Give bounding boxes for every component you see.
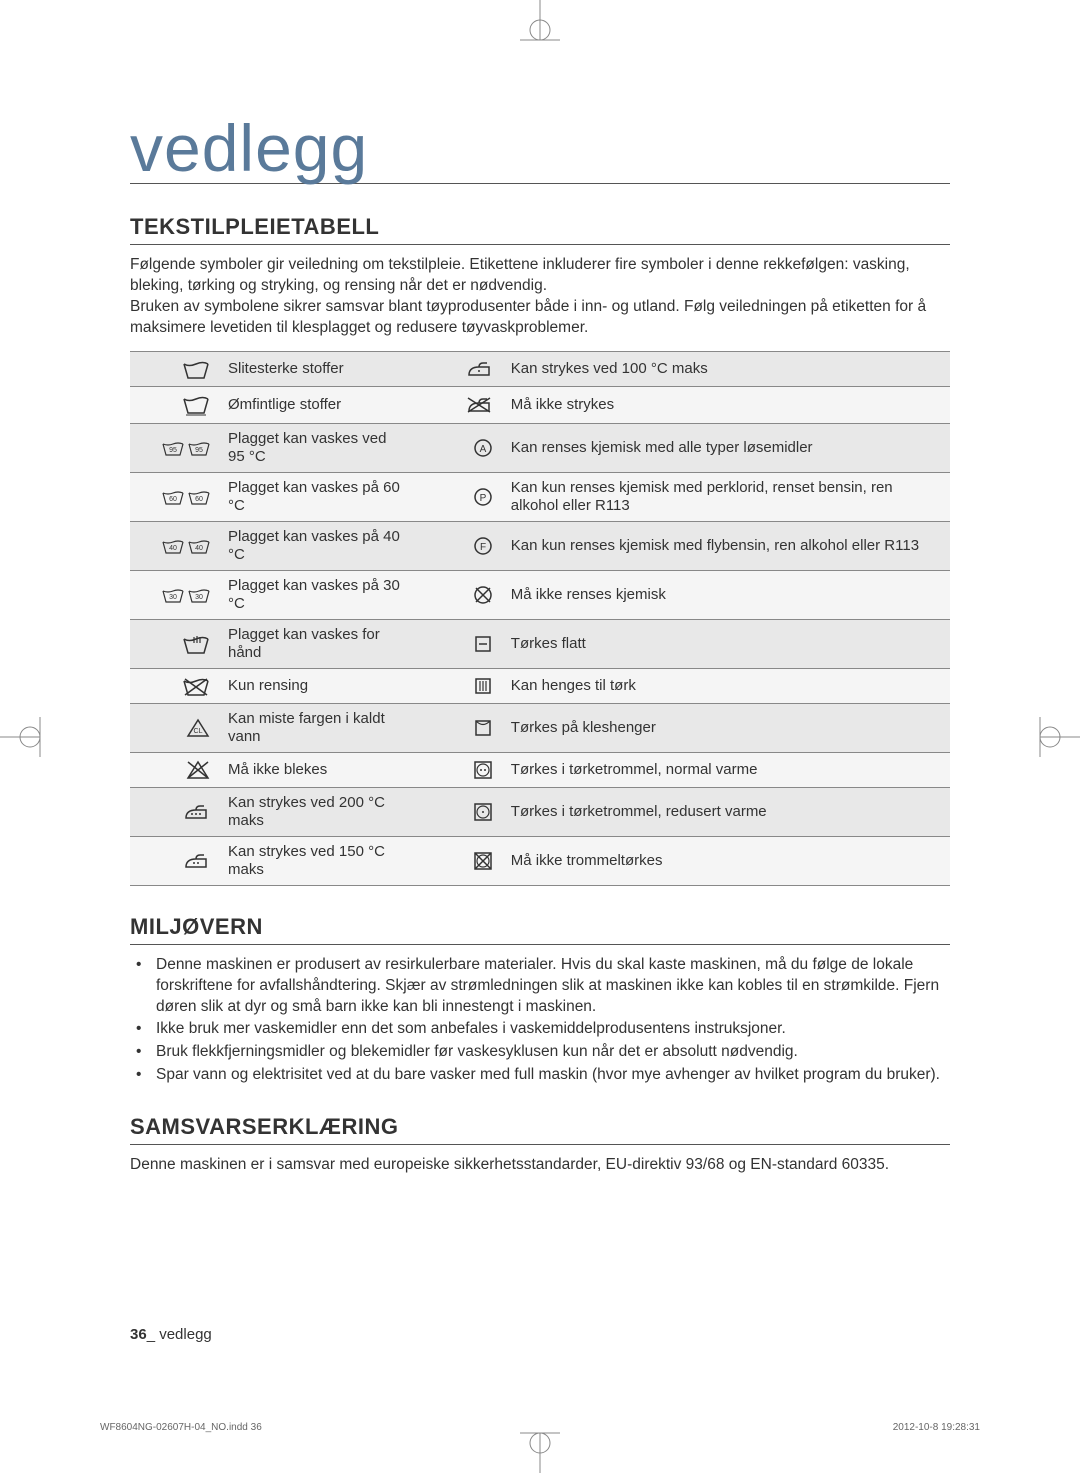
table-cell-left: Plagget kan vaskes på 40 °C	[220, 521, 413, 570]
print-meta-file: WF8604NG-02607H-04_NO.indd 36	[100, 1422, 262, 1433]
table-cell-left: Kan strykes ved 150 °C maks	[220, 836, 413, 885]
table-cell-left: Ømfintlige stoffer	[220, 386, 413, 423]
crop-mark-left	[0, 707, 50, 767]
no-wash-icon	[130, 668, 220, 703]
table-row: Kan strykes ved 150 °C maks Må ikke tromm…	[130, 836, 950, 885]
section3-para: Denne maskinen er i samsvar med europeis…	[130, 1155, 950, 1176]
wash-30-icon: 30 30	[130, 570, 220, 619]
crop-mark-right	[1030, 707, 1080, 767]
section-heading-1: TEKSTILPLEIETABELL	[130, 214, 950, 245]
table-cell-right: Tørkes på kleshenger	[503, 703, 950, 752]
dry-flat-icon	[413, 619, 503, 668]
no-dryclean-icon	[413, 570, 503, 619]
table-row: Kun rensing Kan henges til tørk	[130, 668, 950, 703]
svg-text:95: 95	[195, 447, 203, 454]
table-row: 30 30Plagget kan vaskes på 30 °CMå ikke …	[130, 570, 950, 619]
table-row: CL Kan miste fargen i kaldt vann Tørkes på…	[130, 703, 950, 752]
svg-text:F: F	[480, 542, 486, 553]
wash-durable-icon	[130, 351, 220, 386]
crop-mark-bottom	[510, 1423, 570, 1473]
table-cell-left: Må ikke blekes	[220, 752, 413, 787]
table-row: Må ikke blekes Tørkes i tørketrommel, nor…	[130, 752, 950, 787]
circle-a-icon: A	[413, 423, 503, 472]
hand-wash-icon	[130, 619, 220, 668]
table-cell-right: Kan kun renses kjemisk med perklorid, re…	[503, 472, 950, 521]
table-cell-left: Plagget kan vaskes for hånd	[220, 619, 413, 668]
section-heading-3: SAMSVARSERKLÆRING	[130, 1114, 950, 1145]
svg-text:P: P	[479, 493, 486, 504]
page-title: vedlegg	[130, 115, 950, 181]
svg-text:40: 40	[169, 545, 177, 552]
table-cell-left: Plagget kan vaskes på 60 °C	[220, 472, 413, 521]
table-cell-right: Kan henges til tørk	[503, 668, 950, 703]
print-meta-time: 2012-10-8 19:28:31	[893, 1422, 980, 1433]
table-cell-right: Tørkes flatt	[503, 619, 950, 668]
svg-text:60: 60	[169, 496, 177, 503]
table-cell-left: Kan miste fargen i kaldt vann	[220, 703, 413, 752]
wash-60-icon: 60 60	[130, 472, 220, 521]
table-row: Plagget kan vaskes for hånd Tørkes flatt	[130, 619, 950, 668]
page-number: 36	[130, 1326, 147, 1343]
table-cell-left: Kan strykes ved 200 °C maks	[220, 787, 413, 836]
table-cell-right: Må ikke trommeltørkes	[503, 836, 950, 885]
env-item: Denne maskinen er produsert av resirkule…	[130, 955, 950, 1018]
page-footer: 36_ vedlegg	[130, 1326, 212, 1343]
table-row: Ømfintlige stoffer Må ikke strykes	[130, 386, 950, 423]
page-content: vedlegg TEKSTILPLEIETABELL Følgende symb…	[130, 115, 950, 1176]
table-cell-right: Kan strykes ved 100 °C maks	[503, 351, 950, 386]
fabric-care-table: Slitesterke stoffer Kan strykes ved 100 °…	[130, 351, 950, 886]
iron-1-icon	[413, 351, 503, 386]
no-tumble-icon	[413, 836, 503, 885]
circle-p-icon: P	[413, 472, 503, 521]
wash-delicate-icon	[130, 386, 220, 423]
svg-text:CL: CL	[194, 728, 203, 735]
iron-2-icon	[130, 836, 220, 885]
iron-3-icon	[130, 787, 220, 836]
svg-text:A: A	[479, 444, 486, 455]
footer-label: vedlegg	[159, 1326, 212, 1343]
table-cell-left: Slitesterke stoffer	[220, 351, 413, 386]
dry-hanger-icon	[413, 703, 503, 752]
table-cell-left: Kun rensing	[220, 668, 413, 703]
table-cell-right: Må ikke renses kjemisk	[503, 570, 950, 619]
table-cell-right: Kan renses kjemisk med alle typer løsemi…	[503, 423, 950, 472]
table-cell-left: Plagget kan vaskes ved 95 °C	[220, 423, 413, 472]
svg-text:95: 95	[169, 447, 177, 454]
wash-95-icon: 95 95	[130, 423, 220, 472]
svg-text:40: 40	[195, 545, 203, 552]
table-row: 60 60Plagget kan vaskes på 60 °CPKan kun…	[130, 472, 950, 521]
title-wrap: vedlegg	[130, 115, 950, 184]
dry-hang-icon	[413, 668, 503, 703]
wash-40-icon: 40 40	[130, 521, 220, 570]
crop-mark-top	[510, 0, 570, 50]
table-cell-right: Kan kun renses kjemisk med flybensin, re…	[503, 521, 950, 570]
env-item: Ikke bruk mer vaskemidler enn det som an…	[130, 1019, 950, 1040]
table-row: Slitesterke stoffer Kan strykes ved 100 °…	[130, 351, 950, 386]
table-cell-right: Tørkes i tørketrommel, redusert varme	[503, 787, 950, 836]
table-row: 95 95Plagget kan vaskes ved 95 °CAKan re…	[130, 423, 950, 472]
circle-f-icon: F	[413, 521, 503, 570]
table-cell-right: Må ikke strykes	[503, 386, 950, 423]
env-item: Spar vann og elektrisitet ved at du bare…	[130, 1065, 950, 1086]
table-row: Kan strykes ved 200 °C maks Tørkes i tørk…	[130, 787, 950, 836]
table-cell-right: Tørkes i tørketrommel, normal varme	[503, 752, 950, 787]
section1-para1: Følgende symboler gir veiledning om teks…	[130, 255, 950, 297]
tumble-normal-icon	[413, 752, 503, 787]
section1-para2: Bruken av symbolene sikrer samsvar blant…	[130, 297, 950, 339]
tumble-low-icon	[413, 787, 503, 836]
table-cell-left: Plagget kan vaskes på 30 °C	[220, 570, 413, 619]
svg-text:30: 30	[195, 594, 203, 601]
bleach-warn-icon: CL	[130, 703, 220, 752]
no-bleach-icon	[130, 752, 220, 787]
env-item: Bruk flekkfjerningsmidler og blekemidler…	[130, 1042, 950, 1063]
section-heading-2: MILJØVERN	[130, 914, 950, 945]
env-list: Denne maskinen er produsert av resirkule…	[130, 955, 950, 1087]
no-iron-icon	[413, 386, 503, 423]
table-row: 40 40Plagget kan vaskes på 40 °CFKan kun…	[130, 521, 950, 570]
svg-text:30: 30	[169, 594, 177, 601]
svg-text:60: 60	[195, 496, 203, 503]
